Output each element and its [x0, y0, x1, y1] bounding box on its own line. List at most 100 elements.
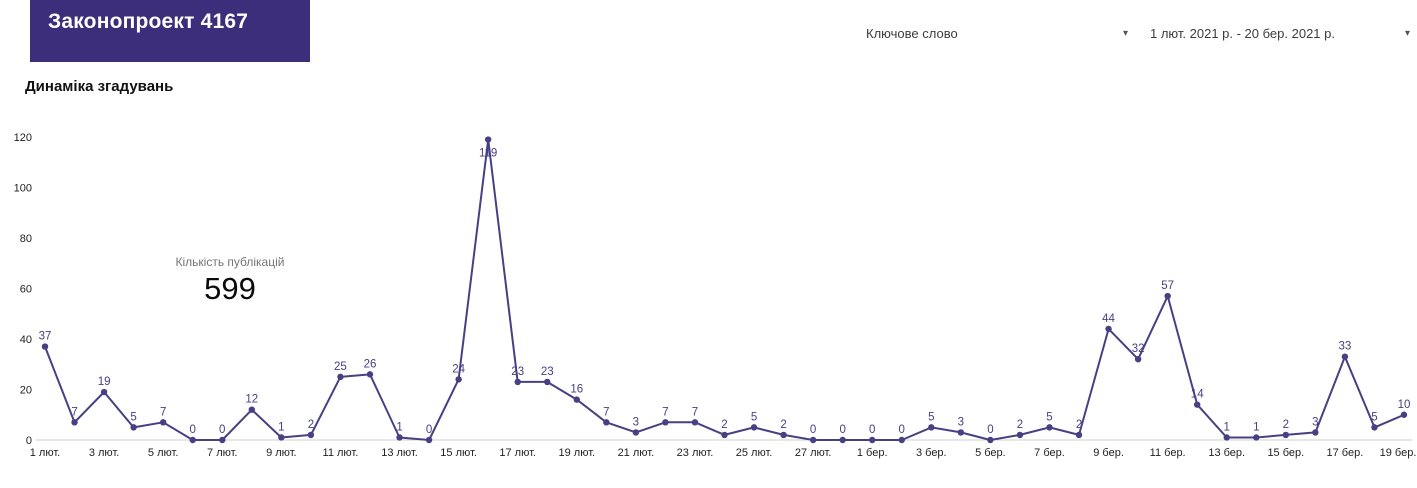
y-axis-tick-label: 120: [14, 132, 32, 144]
data-point-label: 2: [721, 419, 727, 431]
chart-title: Динаміка згадувань: [25, 78, 174, 95]
y-axis-tick-label: 0: [26, 435, 32, 447]
data-point-label: 12: [245, 394, 258, 406]
data-point-label: 0: [839, 424, 845, 436]
data-point-label: 23: [511, 366, 524, 378]
x-axis-tick-label: 23 лют.: [677, 447, 714, 459]
data-point: [1282, 431, 1290, 439]
x-axis-tick-label: 15 лют.: [440, 447, 477, 459]
data-point-label: 3: [633, 416, 639, 428]
data-point: [71, 419, 78, 426]
data-point: [514, 378, 521, 386]
data-point-label: 1: [396, 421, 402, 433]
dropdown-arrow-icon: ▾: [1122, 27, 1128, 39]
date-range-dropdown[interactable]: 1 лют. 2021 р. - 20 бер. 2021 р. ▾: [1150, 22, 1410, 44]
x-axis-tick-label: 17 лют.: [499, 447, 536, 459]
date-range-label: 1 лют. 2021 р. - 20 бер. 2021 р.: [1150, 25, 1335, 41]
data-point: [928, 424, 935, 431]
data-point: [544, 378, 551, 386]
y-axis-tick-label: 40: [20, 334, 32, 346]
data-point-label: 7: [692, 406, 698, 418]
data-point-label: 3: [958, 416, 964, 428]
data-point-label: 0: [190, 424, 196, 436]
data-point: [1075, 431, 1083, 439]
data-point: [1193, 401, 1201, 408]
data-point: [307, 431, 315, 439]
x-axis-tick-label: 25 лют.: [736, 447, 773, 459]
data-point: [662, 419, 669, 426]
data-point: [159, 419, 167, 426]
data-point-label: 24: [452, 363, 465, 375]
data-point-label: 0: [869, 424, 875, 436]
data-point-label: 5: [1371, 411, 1377, 423]
data-point-label: 0: [810, 424, 816, 436]
data-point: [603, 419, 610, 426]
report-title: Законопроект 4167: [48, 10, 249, 33]
data-point: [130, 424, 137, 431]
data-point: [1253, 434, 1260, 441]
x-axis-tick-label: 15 бер.: [1267, 447, 1304, 459]
x-axis-tick-label: 7 бер.: [1034, 447, 1065, 459]
data-point: [1312, 429, 1319, 436]
x-axis-tick-label: 11 бер.: [1150, 447, 1186, 459]
data-point: [366, 371, 374, 378]
x-axis-tick-label: 5 бер.: [975, 447, 1006, 459]
data-point: [691, 419, 699, 426]
data-point-label: 3: [1312, 416, 1318, 428]
data-point: [396, 434, 403, 441]
x-axis-tick-label: 17 бер.: [1327, 447, 1364, 459]
y-axis-tick-label: 100: [14, 183, 32, 195]
data-point: [1223, 434, 1230, 441]
data-point: [780, 431, 787, 439]
data-point-label: 5: [130, 411, 136, 423]
data-point: [1105, 325, 1112, 333]
data-point-label: 1: [1253, 421, 1259, 433]
data-point: [957, 429, 965, 436]
data-point: [869, 436, 876, 444]
data-point: [278, 434, 285, 441]
x-axis-tick-label: 5 лют.: [148, 447, 178, 459]
x-axis-tick-label: 19 бер.: [1380, 447, 1417, 459]
data-point-label: 44: [1102, 313, 1115, 325]
data-point: [632, 429, 640, 436]
data-point: [721, 431, 728, 439]
data-point: [1164, 292, 1171, 300]
y-axis-tick-label: 80: [20, 233, 32, 245]
x-axis-tick-label: 9 лют.: [266, 447, 296, 459]
data-point-label: 7: [662, 406, 668, 418]
data-point-label: 0: [219, 424, 225, 436]
data-point: [809, 436, 817, 444]
x-axis-tick-label: 1 лют.: [30, 447, 60, 459]
x-axis-tick-label: 21 лют.: [618, 447, 655, 459]
keyword-filter-dropdown[interactable]: Ключове слово ▾: [866, 22, 1128, 44]
data-point: [248, 406, 256, 413]
data-point-label: 2: [1283, 419, 1289, 431]
data-point: [987, 436, 994, 444]
keyword-filter-label: Ключове слово: [866, 25, 958, 41]
data-point-label: 1: [1224, 421, 1230, 433]
data-point-label: 7: [603, 406, 609, 418]
data-point-label: 2: [1076, 419, 1082, 431]
data-point-label: 57: [1161, 280, 1174, 292]
data-point: [573, 396, 580, 403]
x-axis-tick-label: 13 бер.: [1208, 447, 1245, 459]
data-point-label: 7: [160, 406, 166, 418]
data-point: [750, 424, 758, 431]
data-point-label: 7: [71, 406, 77, 418]
data-point-label: 2: [780, 419, 786, 431]
data-point: [189, 436, 196, 444]
x-axis-tick-label: 3 лют.: [89, 447, 119, 459]
y-axis-tick-label: 60: [20, 284, 32, 296]
data-point-label: 37: [39, 331, 52, 343]
data-point-label: 2: [308, 419, 314, 431]
data-point-label: 0: [899, 424, 905, 436]
data-point: [337, 373, 344, 381]
scorecard-value: 599: [204, 271, 256, 306]
data-point: [839, 436, 846, 444]
publications-scorecard: Кількість публікацій 599: [140, 255, 320, 307]
data-point-label: 119: [479, 148, 497, 160]
scorecard-label: Кількість публікацій: [175, 255, 285, 269]
data-point: [219, 436, 226, 444]
data-point-label: 16: [570, 384, 583, 396]
